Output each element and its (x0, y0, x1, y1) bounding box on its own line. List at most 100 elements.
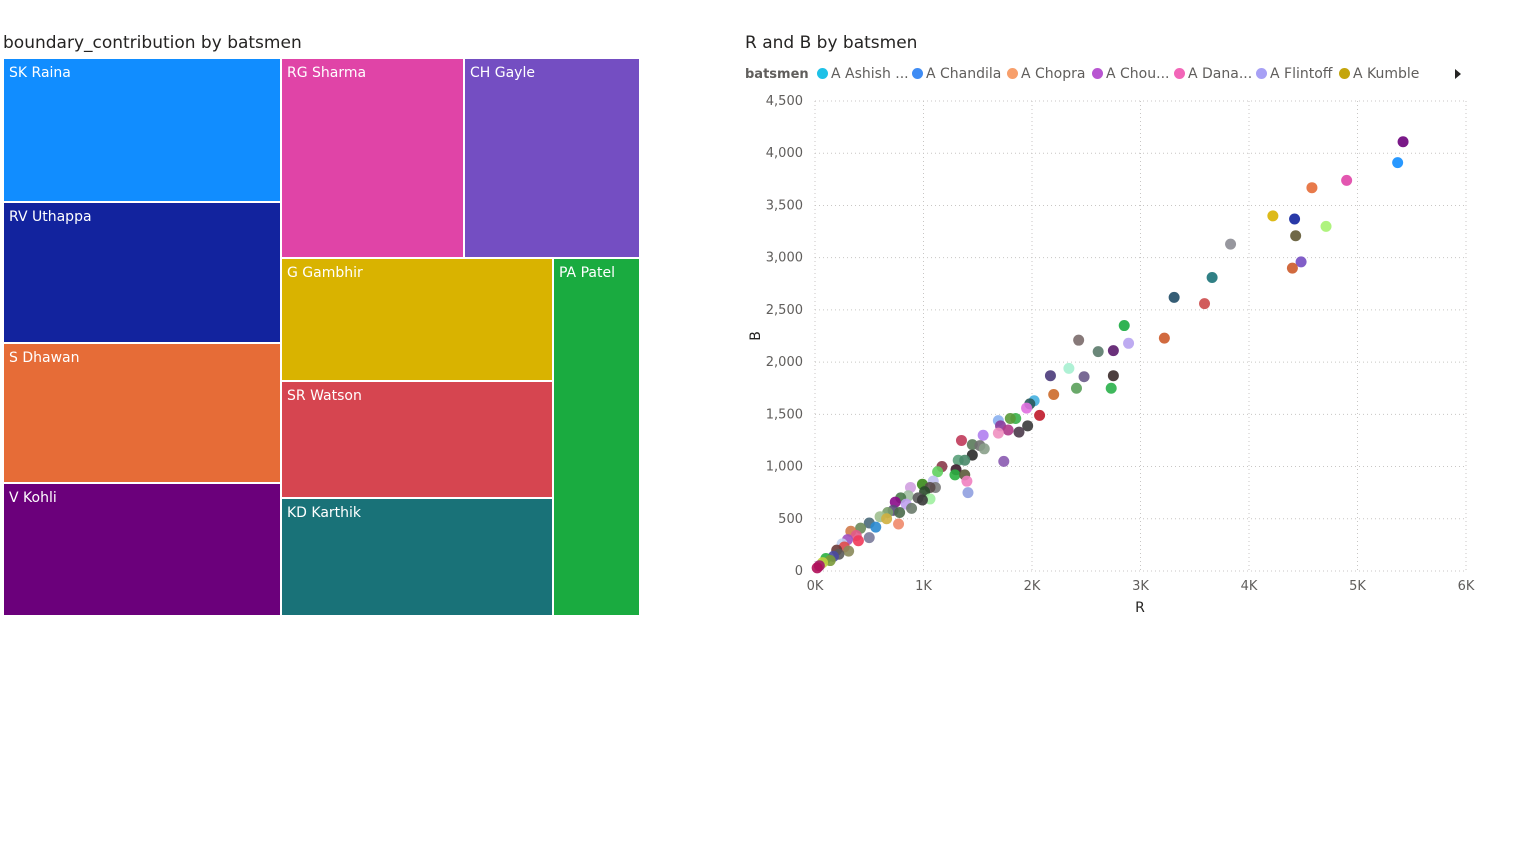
scatter-point[interactable] (1034, 409, 1046, 421)
scatter-point[interactable] (1295, 256, 1307, 268)
treemap-tile-rg-sharma[interactable]: RG Sharma (281, 58, 464, 258)
legend-label: A Flintoff (1270, 66, 1333, 82)
y-tick-label: 1,500 (766, 407, 803, 422)
scatter-point[interactable] (811, 562, 823, 574)
scatter-point[interactable] (1123, 337, 1135, 349)
scatter-point[interactable] (1107, 345, 1119, 357)
treemap-tile-label: PA Patel (559, 265, 615, 281)
scatter-point[interactable] (1107, 370, 1119, 382)
scatter-point[interactable] (1021, 402, 1033, 414)
scatter-point[interactable] (881, 513, 893, 525)
treemap-tile-kd-karthik[interactable]: KD Karthik (281, 498, 553, 616)
scatter-point[interactable] (1286, 262, 1298, 274)
scatter-point[interactable] (1199, 298, 1211, 310)
scatter-point[interactable] (1002, 424, 1014, 436)
scatter-point[interactable] (893, 518, 905, 530)
scatter-grid (814, 100, 1467, 572)
scatter-point[interactable] (977, 429, 989, 441)
scatter-point[interactable] (1206, 272, 1218, 284)
scatter-point[interactable] (1392, 157, 1404, 169)
x-tick-label: 6K (1458, 579, 1475, 594)
scatter-point[interactable] (1320, 220, 1332, 232)
legend-label: A Chou... (1106, 66, 1170, 82)
scatter-point[interactable] (889, 496, 901, 508)
y-tick-label: 0 (795, 564, 803, 579)
x-tick-label: 0K (807, 579, 824, 594)
scatter-point[interactable] (1070, 382, 1082, 394)
legend-dot-icon (1256, 68, 1267, 79)
scatter-point[interactable] (843, 545, 855, 557)
scatter-point[interactable] (1004, 413, 1016, 425)
y-tick-label: 1,000 (766, 460, 803, 475)
scatter-point[interactable] (1306, 182, 1318, 194)
treemap-tile-s-dhawan[interactable]: S Dhawan (3, 343, 281, 483)
treemap-tile-label: RG Sharma (287, 65, 367, 81)
treemap-tile-label: S Dhawan (9, 350, 80, 366)
legend-item[interactable]: A Dana... (1174, 66, 1252, 82)
scatter-point[interactable] (998, 455, 1010, 467)
scatter-point[interactable] (870, 521, 882, 533)
y-axis-title: B (748, 331, 764, 341)
scatter-point[interactable] (1290, 230, 1302, 242)
treemap-tile-pa-patel[interactable]: PA Patel (553, 258, 640, 616)
scatter-point[interactable] (863, 532, 875, 544)
y-tick-label: 4,500 (766, 94, 803, 109)
scatter-point[interactable] (1105, 382, 1117, 394)
scatter-point[interactable] (1168, 291, 1180, 303)
legend-item[interactable]: A Flintoff (1256, 66, 1332, 82)
scatter-point[interactable] (916, 494, 928, 506)
scatter-point[interactable] (1341, 174, 1353, 186)
scatter-point[interactable] (1225, 238, 1237, 250)
x-tick-label: 2K (1024, 579, 1041, 594)
legend-next-arrow-icon[interactable] (1455, 69, 1461, 79)
scatter-point[interactable] (1063, 362, 1075, 374)
treemap-tile-ch-gayle[interactable]: CH Gayle (464, 58, 640, 258)
scatter-point[interactable] (961, 475, 973, 487)
treemap-tile-g-gambhir[interactable]: G Gambhir (281, 258, 553, 381)
y-tick-label: 3,500 (766, 198, 803, 213)
scatter-point[interactable] (1118, 320, 1130, 332)
y-tick-label: 3,000 (766, 251, 803, 266)
x-tick-label: 1K (915, 579, 932, 594)
scatter-point[interactable] (1044, 370, 1056, 382)
legend-item[interactable]: A Ashish ... (817, 66, 909, 82)
treemap-tile-rv-uthappa[interactable]: RV Uthappa (3, 202, 281, 343)
scatter-point[interactable] (959, 454, 971, 466)
scatter-point[interactable] (1013, 426, 1025, 438)
scatter-point[interactable] (1092, 346, 1104, 358)
treemap-tile-v-kohli[interactable]: V Kohli (3, 483, 281, 616)
scatter-point[interactable] (894, 507, 906, 519)
treemap-tile-sk-raina[interactable]: SK Raina (3, 58, 281, 202)
treemap-tile-label: KD Karthik (287, 505, 362, 521)
legend-item[interactable]: A Kumble (1339, 66, 1419, 82)
scatter-point[interactable] (932, 466, 944, 478)
scatter-point[interactable] (1289, 213, 1301, 225)
scatter-point[interactable] (1078, 371, 1090, 383)
scatter-point[interactable] (1158, 332, 1170, 344)
y-axis-ticks: 0 500 1,000 1,500 2,000 2,500 3,000 3,500 4,000 4… (766, 94, 803, 579)
treemap-tile-label: SK Raina (9, 65, 71, 81)
legend-item[interactable]: A Chou... (1092, 66, 1169, 82)
scatter-point[interactable] (1267, 210, 1279, 222)
scatter-point[interactable] (1397, 136, 1409, 148)
scatter-point[interactable] (978, 443, 990, 455)
scatter-point[interactable] (1048, 388, 1060, 400)
scatter-point[interactable] (992, 427, 1004, 439)
legend-label: A Ashish ... (831, 66, 909, 82)
scatter-point[interactable] (904, 481, 916, 493)
legend-dot-icon (1339, 68, 1350, 79)
treemap-tile-sr-watson[interactable]: SR Watson (281, 381, 553, 498)
scatter-points (811, 136, 1409, 574)
scatter-point[interactable] (955, 434, 967, 446)
y-tick-label: 2,000 (766, 355, 803, 370)
scatter-point[interactable] (962, 487, 974, 499)
scatter-point[interactable] (1022, 420, 1034, 432)
scatter-point[interactable] (1073, 334, 1085, 346)
scatter-point[interactable] (906, 502, 918, 514)
treemap-tile-label: CH Gayle (470, 65, 535, 81)
legend-dot-icon (1007, 68, 1018, 79)
legend-item[interactable]: A Chopra (1007, 66, 1085, 82)
scatter-point[interactable] (949, 469, 961, 481)
scatter-point[interactable] (852, 535, 864, 547)
legend-item[interactable]: A Chandila (912, 66, 1001, 82)
